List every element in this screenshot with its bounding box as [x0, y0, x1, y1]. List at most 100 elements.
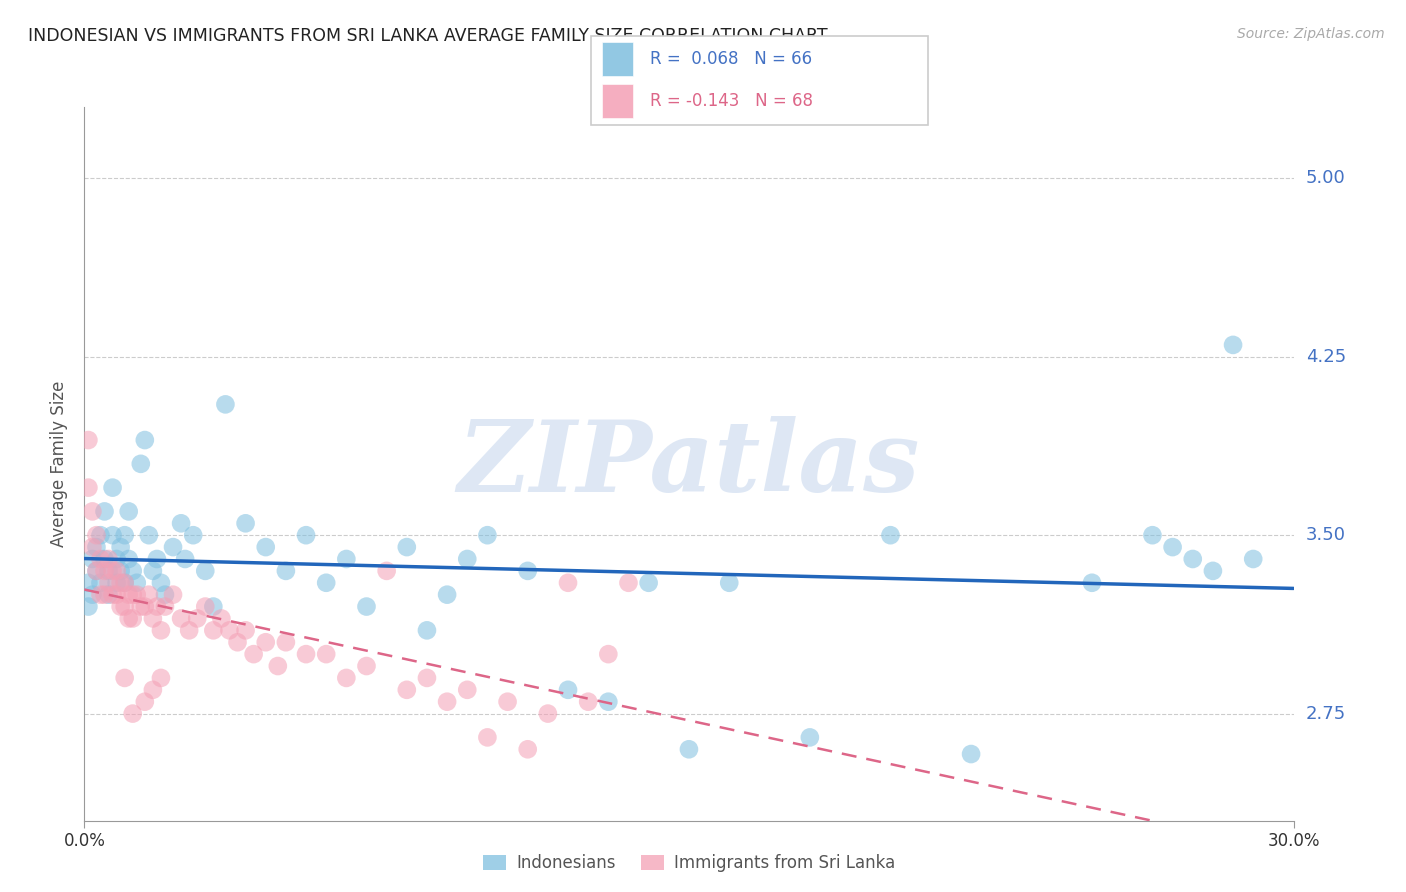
Point: [456, 552, 478, 566]
Point: [718, 575, 741, 590]
Point: [295, 647, 318, 661]
Point: [181, 528, 204, 542]
Point: [214, 397, 236, 411]
Point: [146, 599, 169, 614]
Point: [335, 671, 357, 685]
Point: [82, 540, 104, 554]
Point: [149, 671, 172, 685]
Point: [335, 552, 357, 566]
Point: [375, 564, 398, 578]
Point: [1202, 564, 1225, 578]
Point: [97, 552, 120, 566]
Point: [110, 540, 132, 554]
Point: [149, 624, 172, 638]
Point: [218, 624, 240, 638]
Point: [416, 671, 439, 685]
Point: [1181, 552, 1204, 566]
Point: [170, 516, 193, 531]
Point: [1081, 575, 1104, 590]
Point: [77, 575, 100, 590]
Point: [617, 575, 640, 590]
Point: [162, 588, 184, 602]
Point: [1241, 552, 1264, 566]
Point: [537, 706, 560, 721]
Point: [86, 540, 108, 554]
Point: [170, 611, 193, 625]
Point: [598, 695, 620, 709]
Point: [121, 706, 143, 721]
Point: [1161, 540, 1184, 554]
Point: [235, 516, 257, 531]
Point: [97, 575, 120, 590]
Point: [118, 611, 141, 625]
Point: [960, 747, 983, 761]
Point: [89, 528, 111, 542]
Point: [516, 742, 538, 756]
Text: 3.50: 3.50: [1306, 526, 1346, 544]
Point: [82, 588, 104, 602]
Point: [879, 528, 901, 542]
Point: [235, 624, 257, 638]
Point: [125, 575, 148, 590]
Point: [209, 611, 232, 625]
Y-axis label: Average Family Size: Average Family Size: [51, 381, 69, 547]
Point: [315, 575, 337, 590]
Point: [186, 611, 208, 625]
Text: INDONESIAN VS IMMIGRANTS FROM SRI LANKA AVERAGE FAMILY SIZE CORRELATION CHART: INDONESIAN VS IMMIGRANTS FROM SRI LANKA …: [28, 27, 828, 45]
Point: [416, 624, 439, 638]
Point: [142, 682, 165, 697]
Point: [114, 528, 136, 542]
Text: ZIPatlas: ZIPatlas: [458, 416, 920, 512]
Point: [77, 599, 100, 614]
Point: [395, 682, 418, 697]
Point: [194, 564, 217, 578]
Point: [110, 599, 132, 614]
Legend: Indonesians, Immigrants from Sri Lanka: Indonesians, Immigrants from Sri Lanka: [474, 846, 904, 880]
Point: [101, 564, 124, 578]
Point: [97, 564, 120, 578]
Point: [576, 695, 599, 709]
Point: [125, 588, 148, 602]
Point: [82, 504, 104, 518]
Point: [93, 504, 115, 518]
Point: [254, 540, 277, 554]
Point: [194, 599, 217, 614]
Point: [118, 552, 141, 566]
Point: [93, 564, 115, 578]
Point: [395, 540, 418, 554]
Point: [153, 599, 176, 614]
Point: [254, 635, 277, 649]
Point: [110, 575, 132, 590]
Point: [477, 528, 499, 542]
Point: [436, 588, 458, 602]
Point: [456, 682, 478, 697]
Point: [110, 564, 132, 578]
Point: [105, 564, 128, 578]
Text: Source: ZipAtlas.com: Source: ZipAtlas.com: [1237, 27, 1385, 41]
Point: [477, 731, 499, 745]
Point: [118, 504, 141, 518]
Point: [105, 575, 128, 590]
Point: [114, 671, 136, 685]
Point: [153, 588, 176, 602]
Text: 5.00: 5.00: [1306, 169, 1346, 187]
Point: [97, 588, 120, 602]
Point: [129, 599, 152, 614]
Text: R = -0.143   N = 68: R = -0.143 N = 68: [650, 92, 813, 110]
Point: [274, 564, 297, 578]
Point: [149, 575, 172, 590]
Point: [496, 695, 519, 709]
Point: [598, 647, 620, 661]
Point: [436, 695, 458, 709]
Point: [86, 564, 108, 578]
Point: [242, 647, 264, 661]
Point: [101, 481, 124, 495]
Point: [138, 528, 160, 542]
Point: [129, 457, 152, 471]
Point: [202, 599, 225, 614]
Point: [93, 552, 115, 566]
Point: [77, 433, 100, 447]
Point: [77, 481, 100, 495]
Point: [637, 575, 659, 590]
Point: [114, 575, 136, 590]
